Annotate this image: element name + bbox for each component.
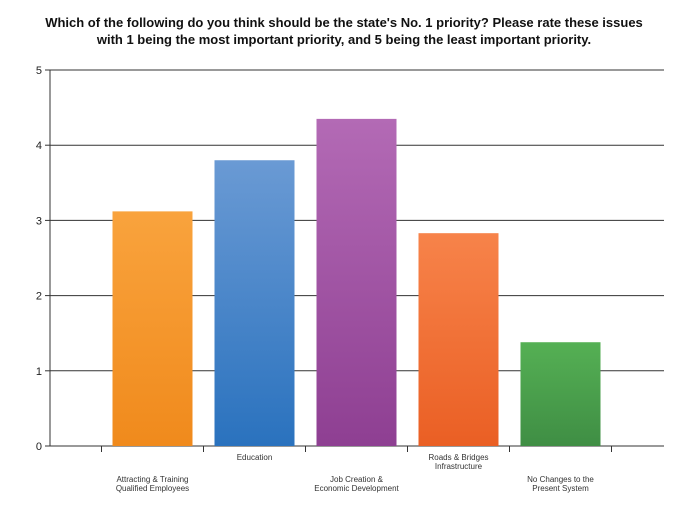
y-tick-label: 3	[36, 215, 42, 227]
y-tick-label: 0	[36, 441, 42, 453]
y-tick-label: 2	[36, 291, 42, 303]
bar-1	[112, 211, 193, 446]
bar-3	[316, 118, 397, 446]
category-label: Job Creation & Economic Development	[314, 475, 399, 493]
y-tick-label: 5	[36, 65, 42, 77]
bar-4	[418, 233, 499, 446]
chart-title-line-1: Which of the following do you think shou…	[45, 15, 643, 30]
category-label: Attracting & Training Qualified Employees	[116, 475, 189, 493]
chart-title: Which of the following do you think shou…	[0, 14, 688, 48]
y-tick-label: 4	[36, 140, 42, 152]
category-label: Roads & Bridges Infrastructure	[428, 453, 488, 471]
category-label: Education	[237, 453, 273, 462]
bar-2	[214, 160, 295, 447]
category-label: No Changes to the Present System	[527, 475, 594, 493]
chart-title-line-2: with 1 being the most important priority…	[96, 32, 592, 47]
bar-5	[520, 342, 601, 446]
y-tick-label: 1	[36, 366, 42, 378]
